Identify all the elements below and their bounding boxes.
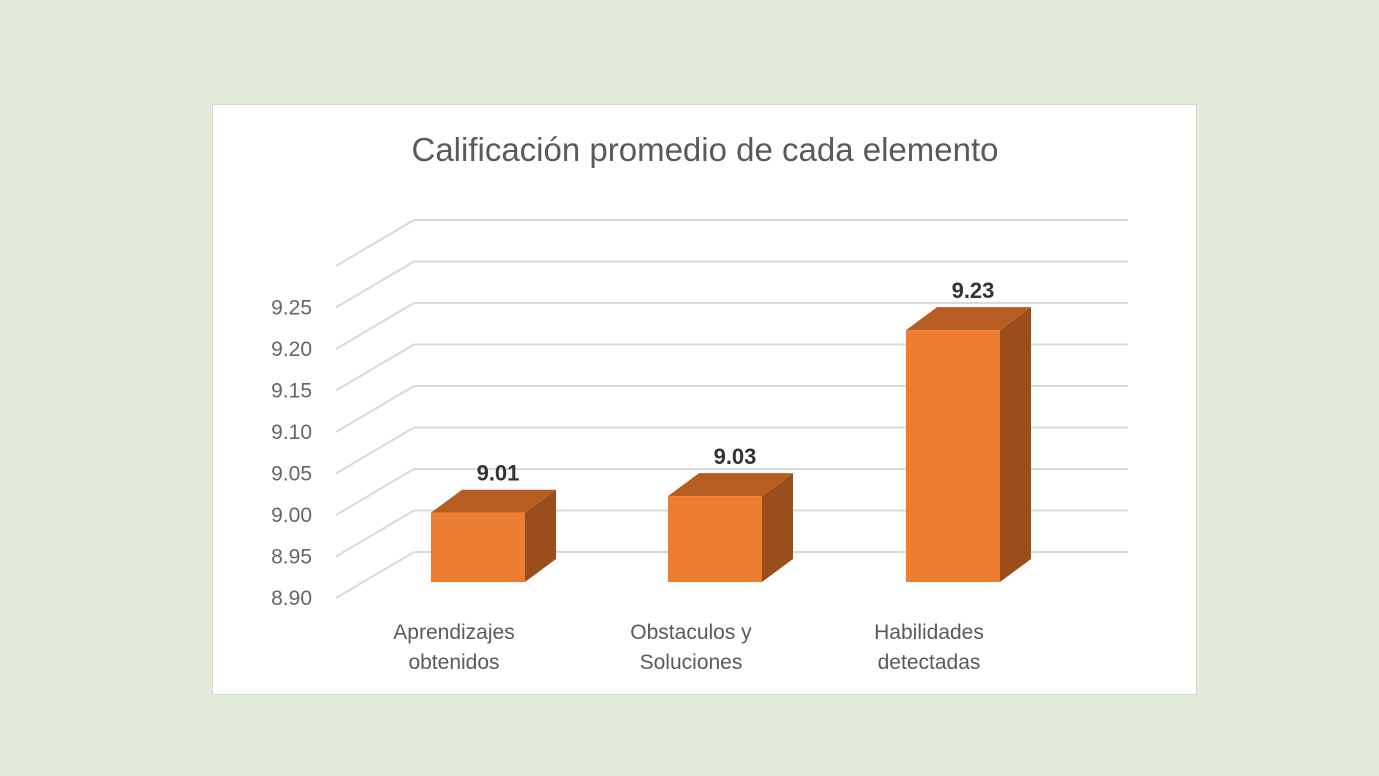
bar-side: [1000, 307, 1031, 582]
bar-top: [906, 307, 1031, 331]
y-tick-label: 9.00: [271, 504, 312, 527]
y-axis-ticks: 8.90 8.95 9.00 9.05 9.10 9.15 9.20 9.25: [271, 297, 312, 611]
y-tick-label: 9.05: [271, 463, 312, 486]
x-category-label: detectadas: [878, 651, 981, 674]
y-tick-label: 8.90: [271, 587, 312, 610]
bar-front: [906, 330, 1000, 582]
chart-title: Calificación promedio de cada elemento: [411, 131, 998, 168]
gridline-diagonal: [335, 468, 415, 516]
gridline-diagonal: [335, 343, 415, 392]
data-label: 9.23: [952, 278, 995, 303]
gridline-diagonal: [335, 509, 415, 558]
bar: [431, 489, 556, 582]
x-category-label: Soluciones: [640, 651, 743, 674]
bar-top: [431, 489, 556, 513]
gridline-diagonal: [335, 426, 415, 475]
bars: [431, 307, 1031, 582]
x-category-label: Obstaculos y: [630, 621, 752, 644]
gridline-diagonal: [335, 260, 415, 309]
gridline-diagonal: [335, 302, 415, 350]
bar-side: [762, 473, 793, 582]
data-label: 9.03: [714, 444, 757, 469]
bar-front: [668, 496, 762, 582]
x-axis-categories: Aprendizajes obtenidos Obstaculos y Solucio…: [393, 621, 984, 674]
y-tick-label: 9.10: [271, 421, 312, 444]
bar-side: [525, 489, 556, 582]
bar: [668, 473, 793, 582]
y-tick-label: 9.25: [271, 297, 312, 320]
x-category-label: obtenidos: [408, 651, 499, 674]
x-category-label: Aprendizajes: [393, 621, 514, 644]
bar-top: [668, 473, 793, 497]
data-label: 9.01: [477, 461, 520, 486]
y-tick-label: 8.95: [271, 546, 312, 569]
bar-front: [431, 512, 525, 582]
chart-panel: [212, 104, 1197, 695]
data-labels: 9.01 9.03 9.23: [477, 278, 995, 486]
y-tick-label: 9.15: [271, 380, 312, 403]
bar: [906, 307, 1031, 582]
y-tick-label: 9.20: [271, 338, 312, 361]
gridline-diagonal: [335, 551, 415, 599]
x-category-label: Habilidades: [874, 621, 984, 644]
gridline-diagonal: [335, 219, 415, 267]
gridline-diagonal: [335, 385, 415, 433]
